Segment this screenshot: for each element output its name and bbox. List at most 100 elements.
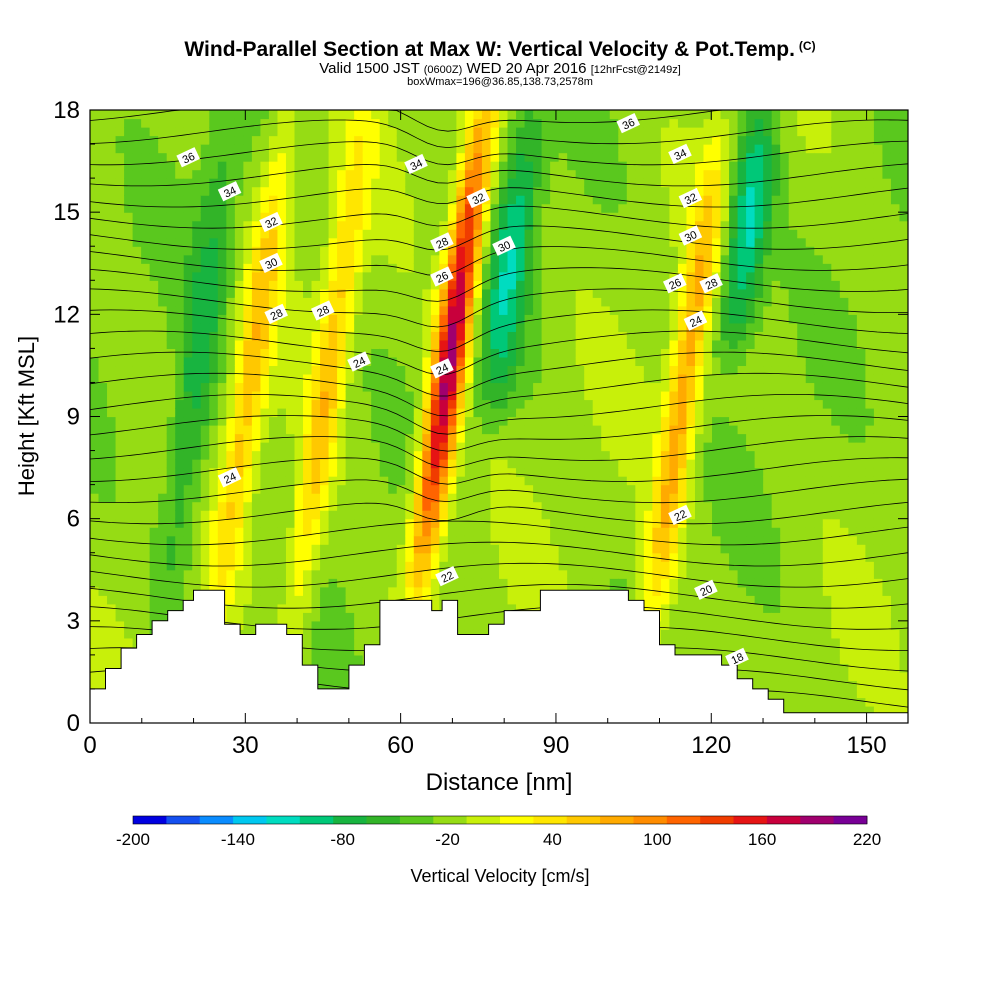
velocity-cell <box>328 620 338 630</box>
velocity-cell <box>652 407 662 418</box>
velocity-cell <box>158 280 168 290</box>
velocity-cell <box>371 271 381 281</box>
velocity-cell <box>328 390 338 401</box>
velocity-cell <box>234 220 244 230</box>
velocity-cell <box>601 501 611 511</box>
velocity-cell <box>524 569 534 579</box>
velocity-cell <box>643 433 653 443</box>
velocity-cell <box>354 246 364 256</box>
velocity-cell <box>660 595 671 605</box>
velocity-cell <box>141 501 151 511</box>
velocity-cell <box>592 161 602 171</box>
velocity-cell <box>175 425 185 435</box>
velocity-cell <box>464 161 475 171</box>
velocity-cell <box>533 178 543 188</box>
velocity-cell <box>575 322 585 332</box>
velocity-cell <box>388 552 398 562</box>
velocity-cell <box>166 578 176 588</box>
velocity-cell <box>439 127 449 137</box>
velocity-cell <box>405 578 415 588</box>
velocity-cell <box>217 365 227 375</box>
velocity-cell <box>303 212 313 222</box>
velocity-cell <box>175 178 185 188</box>
velocity-cell <box>481 493 492 503</box>
velocity-cell <box>516 331 526 341</box>
velocity-cell <box>90 561 100 571</box>
velocity-cell <box>285 161 296 171</box>
velocity-cell <box>337 229 347 239</box>
velocity-cell <box>285 484 296 494</box>
velocity-cell <box>328 212 338 222</box>
velocity-cell <box>541 220 551 230</box>
velocity-cell <box>626 535 636 545</box>
velocity-cell <box>285 544 296 554</box>
velocity-cell <box>447 518 457 528</box>
velocity-cell <box>124 365 134 375</box>
velocity-cell <box>226 118 236 128</box>
velocity-cell <box>149 195 159 205</box>
velocity-cell <box>200 220 210 230</box>
velocity-cell <box>371 356 381 367</box>
velocity-cell <box>601 467 611 477</box>
velocity-cell <box>107 620 117 630</box>
velocity-cell <box>677 646 688 656</box>
velocity-cell <box>558 442 568 452</box>
velocity-cell <box>234 348 244 358</box>
velocity-cell <box>481 144 492 154</box>
velocity-cell <box>320 450 330 460</box>
velocity-cell <box>473 348 483 358</box>
velocity-cell <box>516 254 526 264</box>
velocity-cell <box>141 365 151 375</box>
velocity-cell <box>669 620 679 630</box>
velocity-cell <box>473 578 483 588</box>
velocity-cell <box>217 322 227 332</box>
velocity-cell <box>558 297 568 307</box>
velocity-cell <box>107 416 117 426</box>
velocity-cell <box>285 297 296 307</box>
velocity-cell <box>439 433 449 443</box>
velocity-cell <box>481 399 492 409</box>
velocity-cell <box>337 620 347 630</box>
velocity-cell <box>558 356 568 367</box>
velocity-cell <box>567 161 577 171</box>
velocity-cell <box>311 178 321 188</box>
velocity-cell <box>200 425 210 435</box>
velocity-cell <box>234 484 244 494</box>
velocity-cell <box>473 416 483 426</box>
velocity-cell <box>524 135 534 145</box>
velocity-cell <box>550 501 560 511</box>
velocity-cell <box>507 416 517 426</box>
velocity-cell <box>183 390 193 401</box>
velocity-cell <box>345 280 355 290</box>
velocity-cell <box>464 493 475 503</box>
velocity-cell <box>524 586 534 596</box>
velocity-cell <box>132 586 142 596</box>
velocity-cell <box>294 186 304 196</box>
velocity-cell <box>379 203 389 213</box>
velocity-cell <box>337 305 347 315</box>
velocity-cell <box>558 484 568 494</box>
velocity-cell <box>311 161 321 171</box>
velocity-cell <box>669 127 679 137</box>
velocity-cell <box>217 416 227 426</box>
velocity-cell <box>345 442 355 452</box>
velocity-cell <box>200 399 210 409</box>
velocity-cell <box>192 484 202 494</box>
velocity-cell <box>626 271 636 281</box>
velocity-cell <box>124 212 134 222</box>
velocity-cell <box>234 237 244 247</box>
velocity-cell <box>371 425 381 435</box>
velocity-cell <box>141 518 151 528</box>
velocity-cell <box>90 450 100 460</box>
velocity-cell <box>405 229 415 239</box>
velocity-cell <box>251 493 262 503</box>
velocity-cell <box>388 118 398 128</box>
velocity-cell <box>320 229 330 239</box>
velocity-cell <box>183 118 193 128</box>
velocity-cell <box>98 339 108 349</box>
chart-subtitle: Valid 1500 JST (0600Z) WED 20 Apr 2016 [… <box>0 60 1000 77</box>
velocity-cell <box>183 110 193 120</box>
velocity-cell <box>533 212 543 222</box>
velocity-cell <box>200 578 210 588</box>
velocity-cell <box>379 356 389 367</box>
